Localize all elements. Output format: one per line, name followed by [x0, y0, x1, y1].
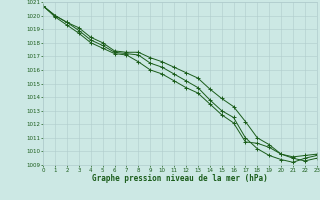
X-axis label: Graphe pression niveau de la mer (hPa): Graphe pression niveau de la mer (hPa) — [92, 174, 268, 183]
